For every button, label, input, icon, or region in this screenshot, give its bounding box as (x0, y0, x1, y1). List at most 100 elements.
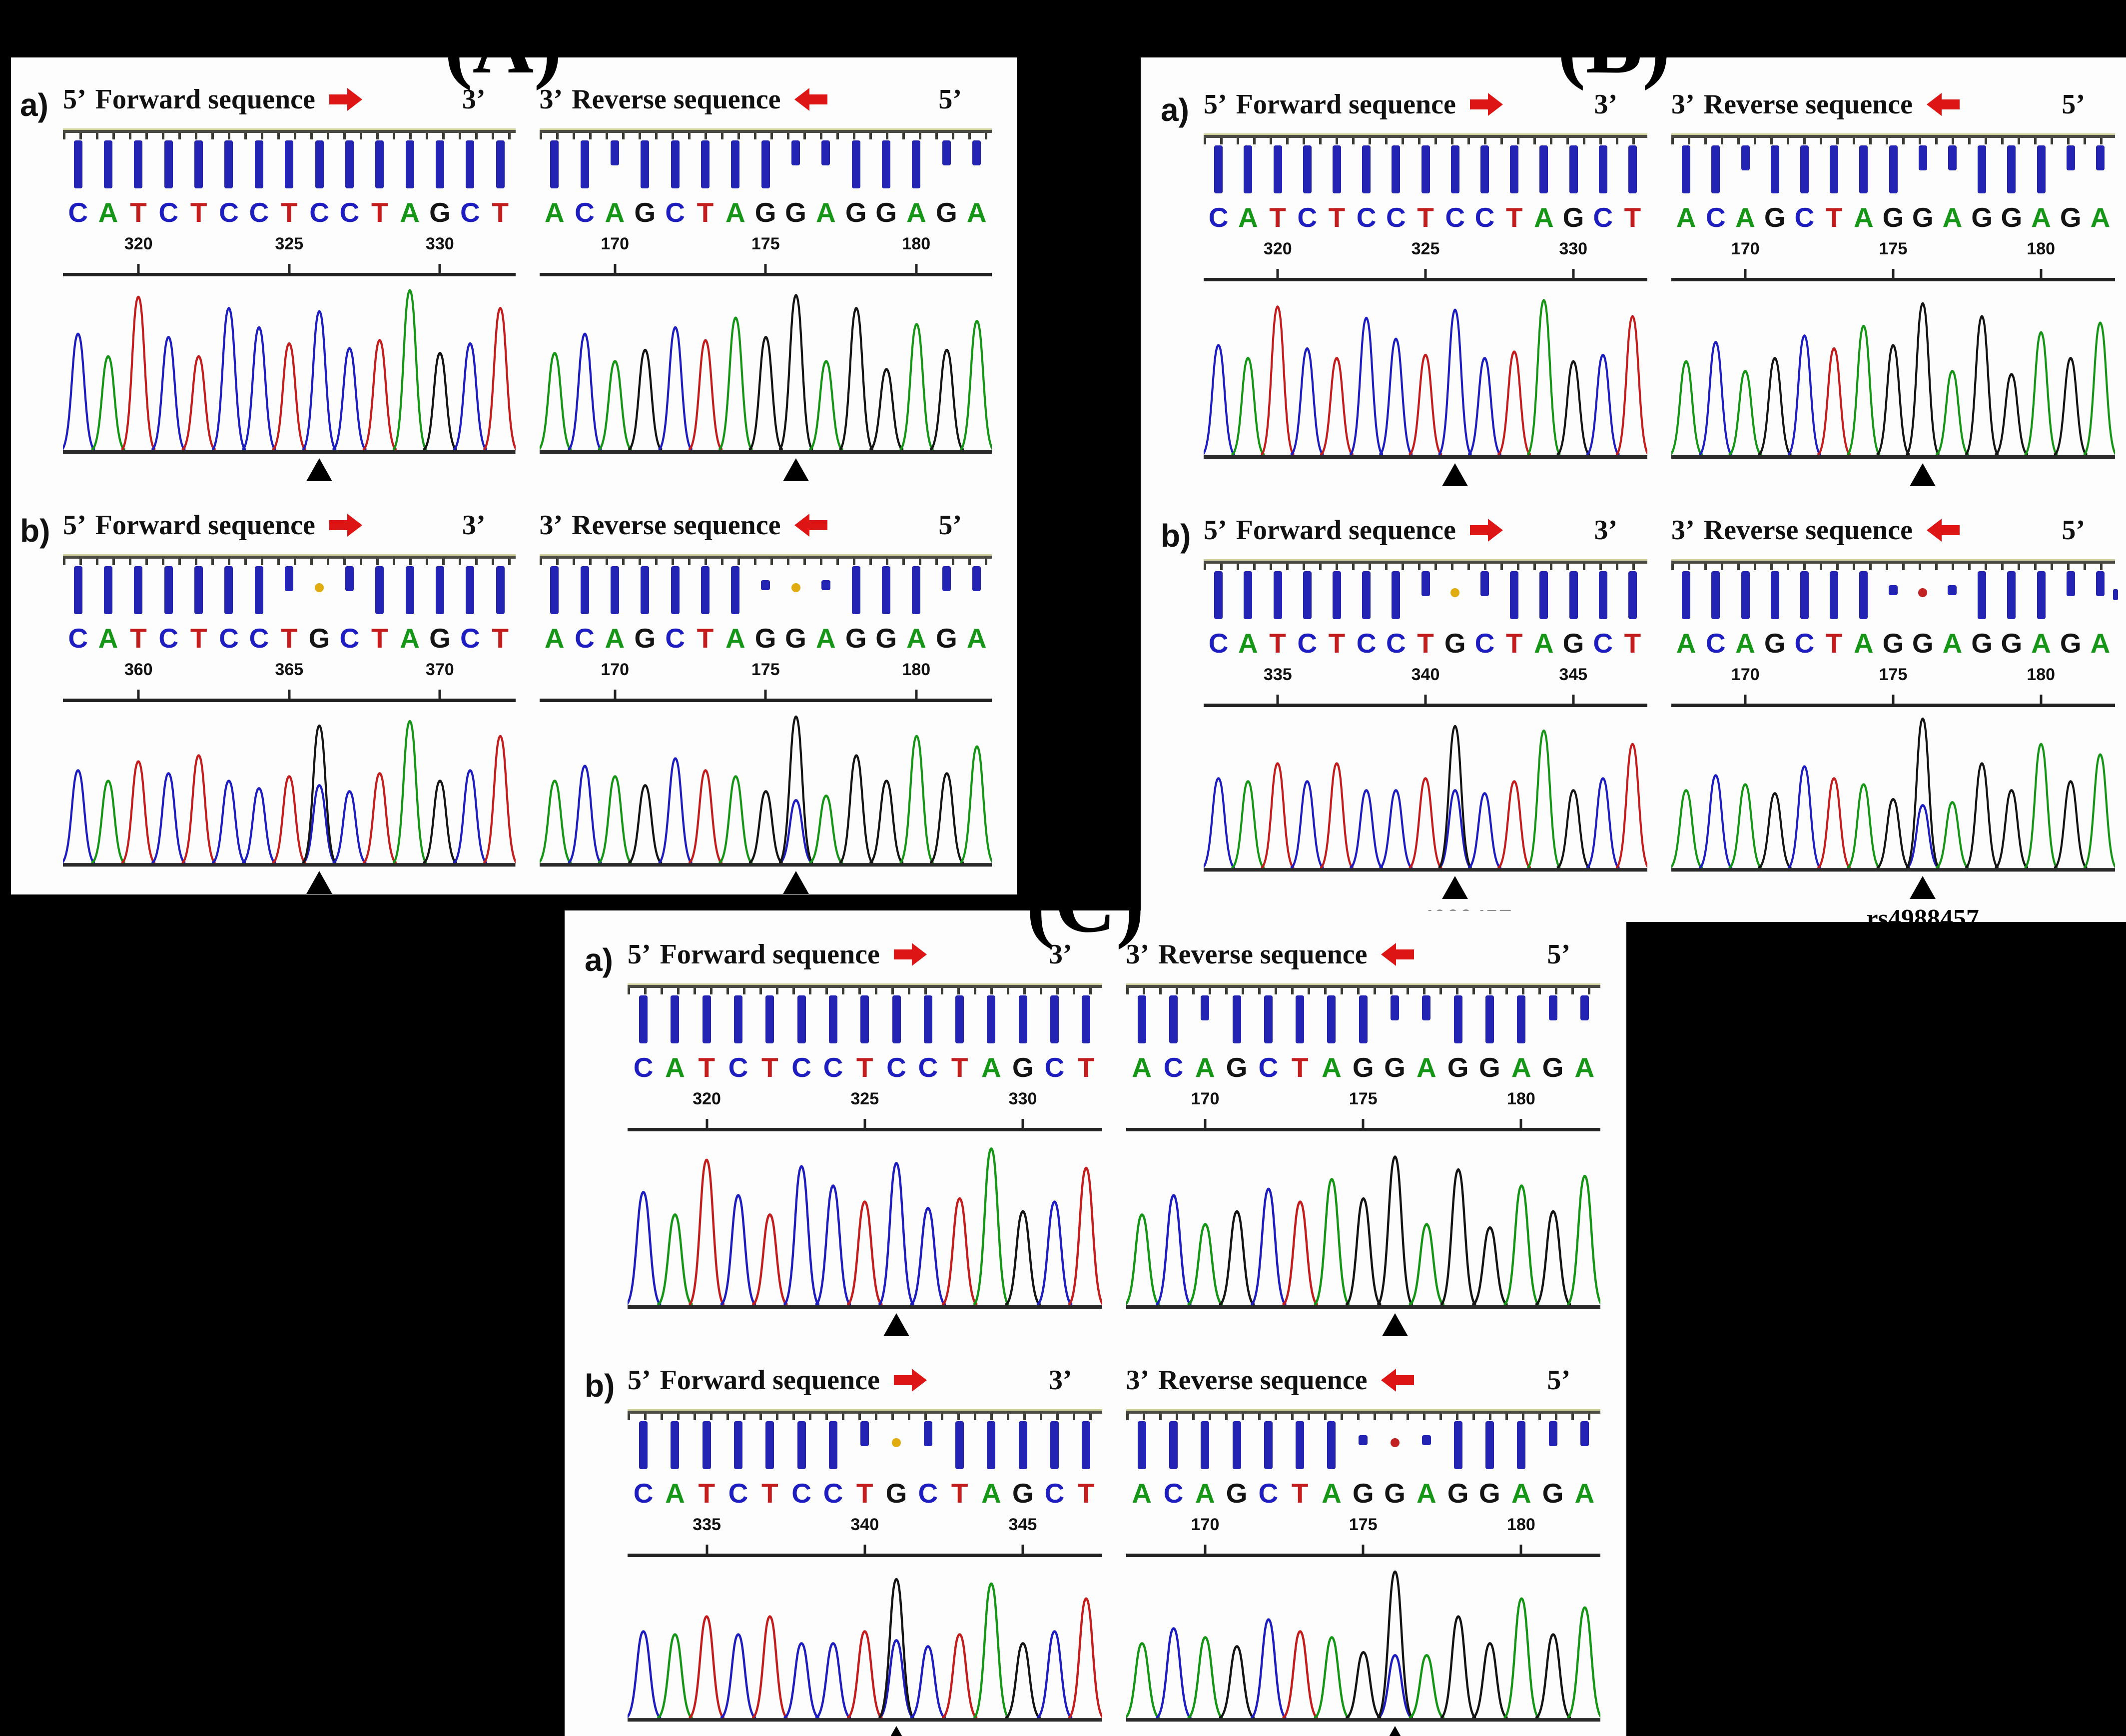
quality-bar-cell (365, 566, 395, 619)
quality-bar (1948, 585, 1957, 595)
trace-peak-A (1231, 357, 1265, 457)
quality-bar (912, 566, 921, 614)
quality-bar (1169, 1421, 1178, 1469)
sequence-header: 3’ Reverse sequence 5’ (1126, 1364, 1601, 1396)
quality-bar-cell (628, 995, 659, 1048)
quality-bar (164, 566, 173, 614)
trace-peak-C (453, 769, 488, 865)
base-letter: C (1794, 201, 1815, 233)
quality-bar (1978, 145, 1987, 193)
quality-bar-cell (690, 566, 720, 619)
quality-bar-cell (1189, 1421, 1221, 1474)
base-letter: T (698, 1477, 715, 1509)
base-letter: C (575, 622, 595, 654)
quality-bar-cell (570, 140, 600, 193)
quality-bar (828, 995, 837, 1043)
ruler (1126, 983, 1600, 995)
position-axis: 335 340 345 (628, 1515, 1102, 1557)
base-letter: C (1297, 627, 1318, 659)
marker-row (1204, 872, 1647, 904)
quality-bars (1671, 145, 2115, 198)
base-letter: A (605, 622, 625, 654)
quality-bar-cell (690, 140, 720, 193)
quality-bar (1264, 995, 1273, 1043)
quality-bar-cell (691, 995, 722, 1048)
base-letter: C (460, 622, 480, 654)
quality-bar (1580, 995, 1589, 1020)
base-letter: G (1764, 201, 1786, 233)
base-letter: A (1853, 627, 1874, 659)
chromatogram (1126, 1570, 1600, 1722)
base-letter: A (2090, 201, 2111, 233)
base-letter: A (1676, 627, 1696, 659)
trace-peak-T (1282, 1200, 1319, 1307)
quality-bar (1485, 1421, 1494, 1469)
base-letter: C (1356, 201, 1377, 233)
trace-peak-A (959, 319, 992, 452)
axis-tick (1362, 1545, 1365, 1554)
quality-bar-cell (1474, 1421, 1505, 1474)
quality-bar-cell (1233, 145, 1263, 198)
rs-row: rs4988457 (1671, 904, 2115, 922)
arrow-right-icon (893, 943, 927, 966)
quality-bar-cell (93, 566, 123, 619)
trace-baseline (628, 1305, 1102, 1309)
quality-bar (1859, 145, 1868, 193)
quality-bar-cell (93, 140, 123, 193)
quality-bar (405, 566, 414, 614)
base-letter: G (1012, 1051, 1034, 1083)
quality-bar-cell (1039, 1421, 1070, 1474)
quality-bar-cell (1293, 145, 1322, 198)
trace-peak-G (1758, 792, 1792, 869)
quality-bar (955, 1421, 964, 1469)
base-letter: T (130, 196, 147, 228)
axis-tick (863, 1545, 866, 1554)
base-letter: T (1624, 627, 1641, 659)
base-letter: A (1533, 201, 1554, 233)
base-letter: A (1942, 627, 1963, 659)
base-letter: C (339, 622, 360, 654)
quality-bar-cell (1878, 145, 1908, 198)
trace-peak-T (483, 735, 516, 865)
base-letter: G (634, 196, 656, 228)
axis-line (628, 1128, 1102, 1131)
row-label: b) (585, 1368, 615, 1404)
trace-peak-G (1876, 344, 1911, 457)
base-letter: C (1258, 1051, 1279, 1083)
quality-bar-cell (849, 995, 880, 1048)
trace-peak-A (718, 775, 753, 865)
quality-bar-cell (750, 140, 780, 193)
base-letter: C (918, 1051, 938, 1083)
hetero-secondary-peak (1377, 1654, 1413, 1720)
quality-bar (345, 566, 354, 591)
trace-peak-T (1408, 353, 1443, 457)
base-letter: G (1562, 627, 1584, 659)
base-letter: C (791, 1477, 811, 1509)
base-letter: G (308, 622, 330, 654)
quality-bar-cell (1849, 571, 1878, 624)
quality-bar (828, 1421, 837, 1469)
quality-bar (375, 566, 384, 614)
trace-peak-T (1817, 347, 1851, 457)
quality-bar-cell (1499, 571, 1529, 624)
base-letter: C (219, 622, 239, 654)
axis-tick (438, 690, 441, 699)
quality-bar (821, 580, 830, 590)
axis-tick (915, 264, 918, 273)
trace-peak-G (1471, 1226, 1508, 1307)
quality-bar (882, 566, 891, 614)
sequence-title: Forward sequence (95, 510, 315, 541)
base-letter: C (575, 196, 595, 228)
trace-baseline (63, 450, 516, 454)
trace-peak-T (1260, 762, 1295, 869)
quality-bar-cell (630, 566, 660, 619)
axis-tick-label: 175 (751, 234, 780, 253)
quality-bar (1918, 145, 1927, 170)
trace-peak-C (783, 1165, 820, 1307)
quality-bar (1978, 571, 1987, 619)
rs-id-label: rs4988457 (1866, 904, 1979, 922)
quality-bar (1453, 995, 1462, 1043)
quality-bar (1539, 571, 1548, 619)
quality-bar (851, 566, 860, 614)
base-letter: C (728, 1051, 748, 1083)
